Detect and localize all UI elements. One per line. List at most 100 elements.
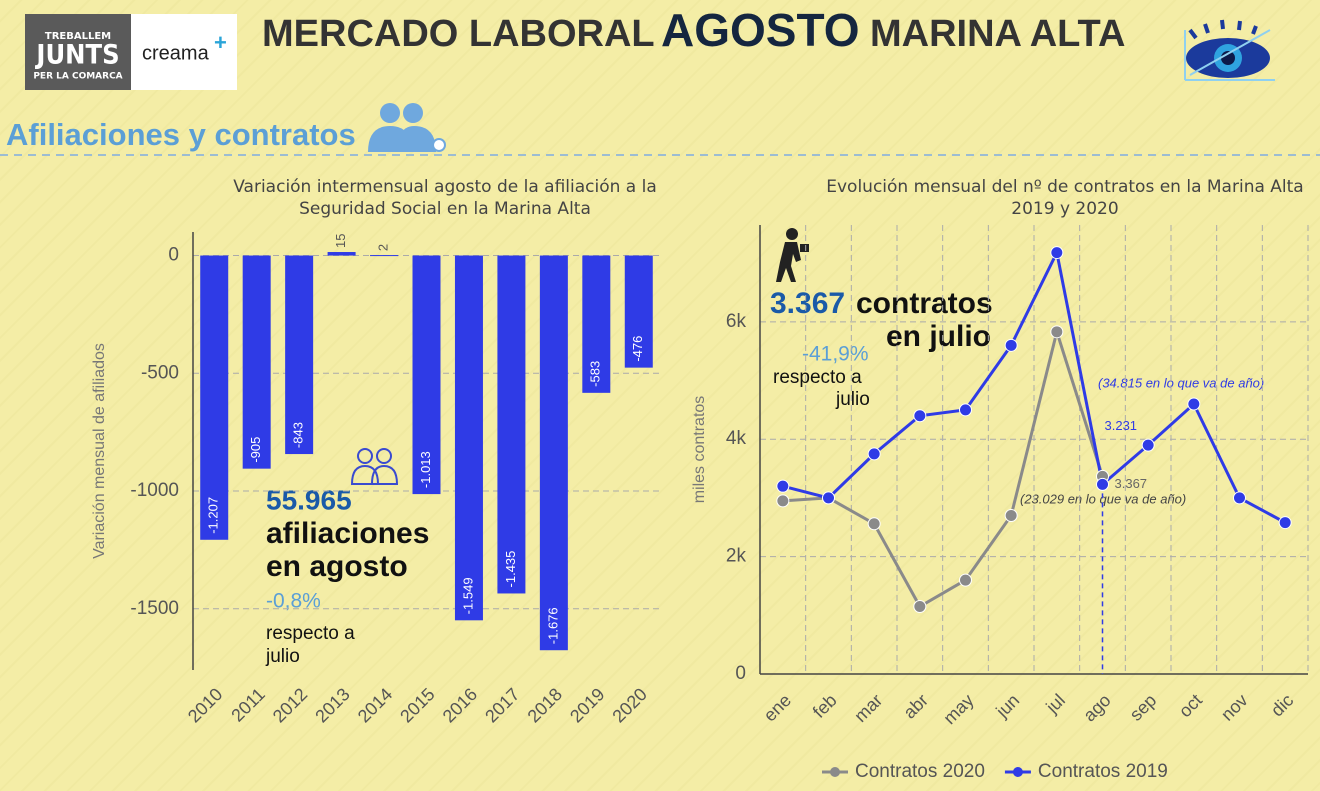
value-label: -1.676: [545, 607, 560, 644]
annotation: afiliaciones: [266, 517, 429, 550]
x-tick-label: may: [939, 690, 977, 728]
point: [776, 494, 790, 508]
bar: [285, 255, 314, 455]
point: [1004, 509, 1018, 523]
y-tick-label: -1500: [130, 598, 179, 619]
x-tick-label: abr: [899, 690, 932, 723]
annotation: respecto a: [773, 367, 862, 388]
bar: [582, 255, 611, 393]
x-tick-label: oct: [1175, 690, 1206, 721]
bar: [412, 255, 441, 495]
y-tick-label: -1000: [130, 480, 179, 501]
x-tick-label: ago: [1079, 690, 1114, 725]
y-axis-label: miles contratos: [691, 396, 708, 504]
bar: [200, 255, 229, 540]
value-label: 3.231: [1105, 418, 1138, 433]
annotation: 3.367: [770, 287, 845, 320]
point: [1187, 397, 1201, 411]
x-tick-label: 2013: [311, 684, 353, 726]
x-tick-label: ene: [760, 690, 795, 725]
x-tick-label: 2020: [609, 684, 651, 726]
point: [867, 517, 881, 531]
point: [959, 403, 972, 417]
logo-bottom: PER LA COMARCA: [33, 72, 122, 82]
x-tick-label: nov: [1217, 690, 1252, 725]
annotation: en julio: [886, 320, 991, 353]
series-line: [782, 247, 1286, 524]
value-label: -905: [248, 437, 263, 463]
point: [913, 600, 927, 614]
annotation: contratos: [856, 287, 993, 320]
x-tick-label: 2018: [524, 684, 566, 726]
annotation: (23.029 en lo que va de año): [1020, 491, 1186, 506]
x-tick-label: 2019: [566, 684, 608, 726]
title-left: MERCADO LABORAL: [262, 13, 655, 55]
logo-top: TREBALLEM: [45, 31, 111, 42]
value-label: -1.013: [418, 451, 433, 488]
x-tick-label: 2017: [481, 684, 523, 726]
bar: [624, 255, 653, 368]
legend-marker: [830, 767, 840, 777]
annotation: (34.815 en lo que va de año): [1098, 375, 1264, 390]
point: [776, 479, 790, 493]
point: [822, 491, 835, 505]
x-tick-label: 2012: [269, 684, 311, 726]
x-tick-label: 2011: [227, 684, 269, 726]
y-tick-label: 0: [735, 663, 746, 684]
value-label: -1.207: [206, 497, 221, 534]
title-right: MARINA ALTA: [870, 13, 1125, 55]
bar: [497, 255, 526, 594]
y-tick-label: 2k: [726, 546, 747, 567]
point: [1050, 246, 1064, 260]
legend-marker: [1012, 767, 1023, 777]
point: [867, 447, 881, 461]
value-label: 3.367: [1115, 476, 1148, 491]
value-label: -583: [588, 361, 603, 387]
x-tick-label: 2015: [396, 684, 438, 726]
x-tick-label: mar: [850, 690, 886, 726]
point: [1278, 516, 1292, 530]
x-tick-label: 2010: [184, 684, 226, 726]
annotation: -41,9%: [802, 343, 869, 366]
worker-icon: [776, 228, 809, 282]
y-tick-label: 4k: [726, 428, 747, 449]
annotation: en agosto: [266, 550, 408, 583]
people-outline-icon: [350, 448, 399, 485]
logo-main: JUNTS: [34, 40, 119, 71]
y-tick-label: 0: [168, 245, 179, 266]
partner-box: [131, 14, 237, 90]
x-tick-label: 2014: [354, 684, 396, 726]
bar: [539, 255, 568, 651]
annotation: -0,8%: [266, 590, 321, 613]
y-axis-label: Variación mensual de afiliados: [91, 343, 108, 559]
bar: [242, 255, 271, 469]
annotation: respecto a: [266, 623, 355, 644]
legend-label: Contratos 2020: [855, 761, 985, 782]
annotation: 55.965: [266, 484, 352, 515]
value-label: -1.435: [503, 551, 518, 588]
point: [1004, 338, 1018, 352]
point: [959, 573, 972, 587]
chart-title: Variación intermensual agosto de la afil…: [233, 177, 657, 219]
value-label: -843: [291, 422, 306, 448]
x-tick-label: jul: [1041, 690, 1069, 718]
x-tick-label: 2016: [439, 684, 481, 726]
point: [1050, 325, 1064, 339]
point: [913, 409, 927, 423]
x-tick-label: feb: [809, 690, 841, 722]
point: [1233, 491, 1246, 505]
y-tick-label: 6k: [726, 311, 747, 332]
bar: [370, 255, 399, 257]
section-title: Afiliaciones y contratos: [6, 117, 356, 152]
bar: [454, 255, 483, 621]
value-label: 15: [333, 234, 348, 248]
value-label: -1.549: [460, 577, 475, 614]
point: [1141, 438, 1155, 452]
logo-box: [25, 14, 131, 90]
title-highlight: AGOSTO: [661, 4, 860, 56]
partner-name: creama: [142, 42, 210, 64]
x-tick-label: jun: [992, 690, 1024, 722]
chart-title: Evolución mensual del nº de contratos en…: [826, 177, 1304, 219]
